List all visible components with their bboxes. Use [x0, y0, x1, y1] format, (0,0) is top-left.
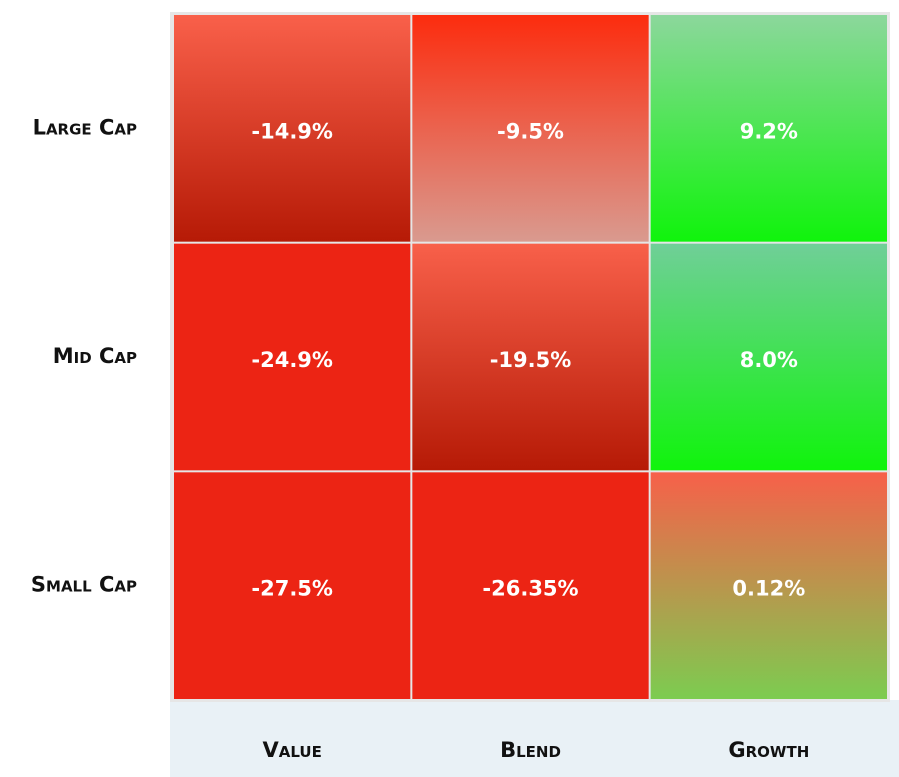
heatmap-cell [412, 15, 649, 242]
heatmap-cell [174, 15, 411, 242]
heatmap-cell [174, 243, 411, 471]
column-label: Value [263, 738, 322, 762]
heatmap-cell [412, 243, 649, 471]
row-label: Mid Cap [53, 344, 137, 368]
heatmap-cell [650, 15, 887, 242]
row-label: Large Cap [33, 115, 137, 139]
column-label: Blend [500, 738, 561, 762]
column-header-band [170, 700, 899, 777]
heatmap-cell [412, 472, 649, 699]
cell-value-label: 9.2% [740, 119, 798, 143]
heatmap-cell [650, 472, 887, 699]
cell-value-label: 0.12% [732, 577, 805, 601]
cell-value-label: 8.0% [740, 348, 798, 372]
column-label: Growth [728, 738, 809, 762]
row-label: Small Cap [31, 573, 137, 597]
cell-value-label: -14.9% [251, 119, 333, 143]
cell-value-label: -26.35% [482, 577, 578, 601]
cell-value-label: -19.5% [490, 348, 572, 372]
heatmap-cell [650, 243, 887, 471]
heatmap-cell [174, 472, 411, 699]
cell-value-label: -27.5% [251, 577, 333, 601]
cell-value-label: -24.9% [251, 348, 333, 372]
cell-value-label: -9.5% [497, 119, 564, 143]
